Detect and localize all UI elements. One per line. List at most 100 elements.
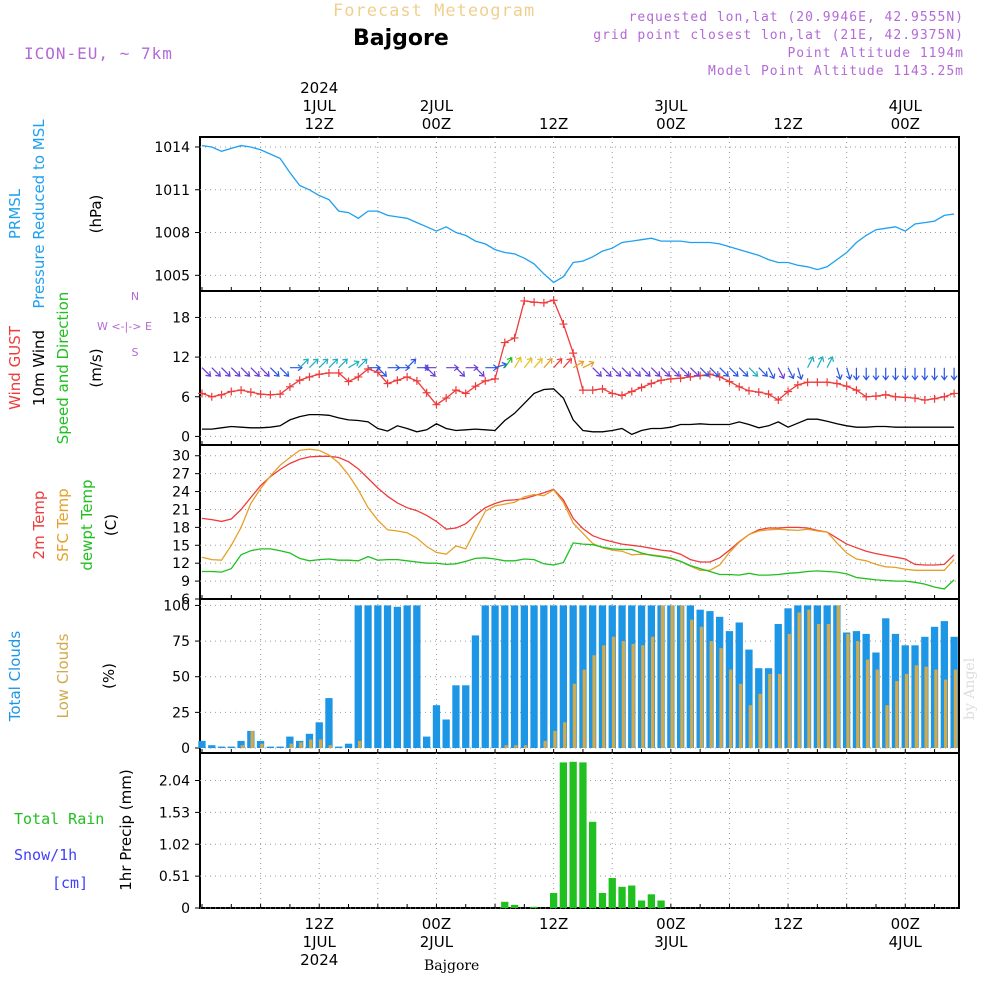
gust-marker xyxy=(598,384,607,393)
wind-direction-arrow xyxy=(533,357,543,369)
gust-marker xyxy=(784,387,793,396)
grid-point-coordinates: grid point closest lon,lat (21E, 42.9375… xyxy=(593,28,964,43)
clouds-axis-label: (%) xyxy=(100,663,118,689)
clouds-bar xyxy=(738,683,743,748)
pressure-axis-label: PRMSL xyxy=(6,188,24,239)
clouds-axis-label: Low Clouds xyxy=(54,633,72,718)
gust-marker xyxy=(334,368,343,377)
wind-direction-arrow xyxy=(660,367,671,377)
temperature-tick-label: 21 xyxy=(172,502,190,518)
precip-bar xyxy=(628,885,636,908)
clouds-bar xyxy=(904,673,909,748)
wind-direction-arrow xyxy=(852,367,860,381)
chart-title: Bajgore xyxy=(353,26,449,51)
pressure-series-line xyxy=(201,144,955,284)
wind-direction-arrow xyxy=(348,360,360,369)
clouds-bar xyxy=(826,624,831,749)
clouds-bar xyxy=(208,745,216,749)
gust-marker xyxy=(832,379,841,388)
clouds-bar xyxy=(393,606,401,748)
wind-direction-arrow xyxy=(269,367,280,377)
clouds-bar xyxy=(318,739,323,749)
clouds-bar xyxy=(198,740,206,748)
gust-marker xyxy=(481,376,490,385)
wind-direction-arrow xyxy=(308,358,319,369)
gust-marker xyxy=(246,388,255,397)
gust-marker xyxy=(823,378,832,387)
clouds-bar xyxy=(510,605,519,748)
clouds-bar xyxy=(787,633,791,748)
bottom-time-label: 12Z xyxy=(773,915,802,933)
point-altitude: Point Altitude 1194m xyxy=(787,46,964,61)
bottom-time-label: 12Z xyxy=(305,915,334,933)
clouds-bar xyxy=(543,740,547,748)
clouds-bar xyxy=(504,745,508,749)
footer-location: Bajgore xyxy=(424,958,480,974)
precip-legend-label: [cm] xyxy=(52,874,88,892)
clouds-bar xyxy=(501,605,509,748)
clouds-bar xyxy=(651,636,655,748)
clouds-bar xyxy=(670,605,674,748)
temperature-series-line xyxy=(201,455,955,566)
wind-direction-arrow xyxy=(950,367,958,381)
gust-marker xyxy=(510,333,519,342)
wind-series-line xyxy=(201,299,955,406)
top-time-label: 00Z xyxy=(891,115,920,133)
clouds-tick-label: 100 xyxy=(163,598,190,614)
clouds-tick-label: 25 xyxy=(172,705,190,721)
gust-marker xyxy=(588,386,597,395)
clouds-bar xyxy=(237,740,245,748)
precip-bar xyxy=(530,906,538,909)
clouds-bar xyxy=(260,743,264,748)
wind-direction-arrow xyxy=(475,367,485,377)
clouds-bar xyxy=(471,635,480,748)
wind-direction-arrow xyxy=(328,358,339,369)
wind-direction-arrow xyxy=(719,367,729,377)
wind-direction-arrow xyxy=(845,367,853,381)
clouds-bar xyxy=(924,666,928,748)
gust-marker xyxy=(539,298,548,307)
wind-direction-arrow xyxy=(211,367,222,377)
pressure-axis-label: Pressure Reduced to MSL xyxy=(30,119,48,309)
wind-direction-arrow xyxy=(940,367,948,381)
gust-marker xyxy=(354,372,363,381)
pressure-panel xyxy=(195,136,960,292)
wind-direction-arrow xyxy=(543,357,553,369)
wind-direction-arrow xyxy=(553,357,563,369)
precip-bar xyxy=(550,893,558,908)
gust-marker xyxy=(725,377,734,386)
gust-marker xyxy=(686,372,695,381)
gust-marker xyxy=(803,378,812,387)
precip-bar xyxy=(598,893,607,908)
wind-direction-arrow xyxy=(826,355,834,368)
temperature-tick-label: 18 xyxy=(172,520,190,536)
gust-marker xyxy=(237,386,246,395)
clouds-bar xyxy=(383,605,392,748)
temperature-tick-label: 30 xyxy=(172,449,190,465)
clouds-bar xyxy=(524,745,528,749)
pressure-frame xyxy=(199,136,960,292)
clouds-bar xyxy=(569,605,577,748)
gust-marker xyxy=(266,390,275,399)
gust-marker xyxy=(950,389,959,398)
gust-marker xyxy=(227,387,236,396)
gust-marker xyxy=(442,394,451,403)
wind-direction-arrow xyxy=(872,367,880,381)
bottom-time-label: 3JUL xyxy=(654,933,688,951)
clouds-bar xyxy=(354,605,362,748)
chart-subtitle: Forecast Meteogram xyxy=(333,1,536,21)
temperature-axis-label: dewpt Temp xyxy=(78,479,96,570)
clouds-bar xyxy=(836,605,840,748)
gust-marker xyxy=(578,386,587,395)
clouds-bar xyxy=(572,683,577,748)
wind-direction-arrow xyxy=(882,367,890,381)
clouds-bar xyxy=(563,722,567,748)
gust-marker xyxy=(754,388,763,397)
precip-bar xyxy=(637,900,646,908)
wind-direction-arrow xyxy=(650,367,661,377)
pressure-tick-label: 1011 xyxy=(154,183,190,199)
wind-direction-arrow xyxy=(777,367,786,380)
clouds-bar xyxy=(611,636,616,748)
top-time-label: 4JUL xyxy=(889,97,923,115)
wind-direction-arrow xyxy=(582,360,595,369)
